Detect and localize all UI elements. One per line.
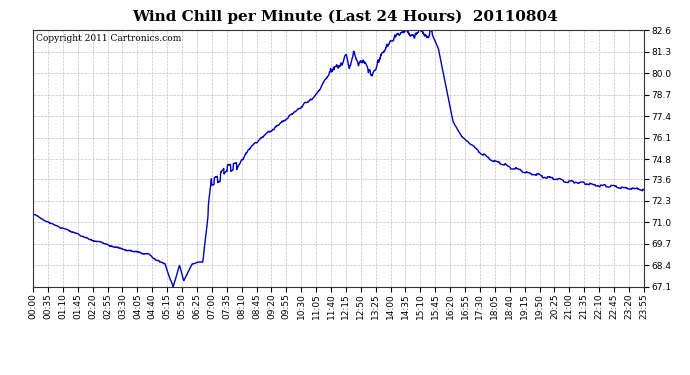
Text: Wind Chill per Minute (Last 24 Hours)  20110804: Wind Chill per Minute (Last 24 Hours) 20… bbox=[132, 9, 558, 24]
Text: Copyright 2011 Cartronics.com: Copyright 2011 Cartronics.com bbox=[36, 34, 181, 43]
